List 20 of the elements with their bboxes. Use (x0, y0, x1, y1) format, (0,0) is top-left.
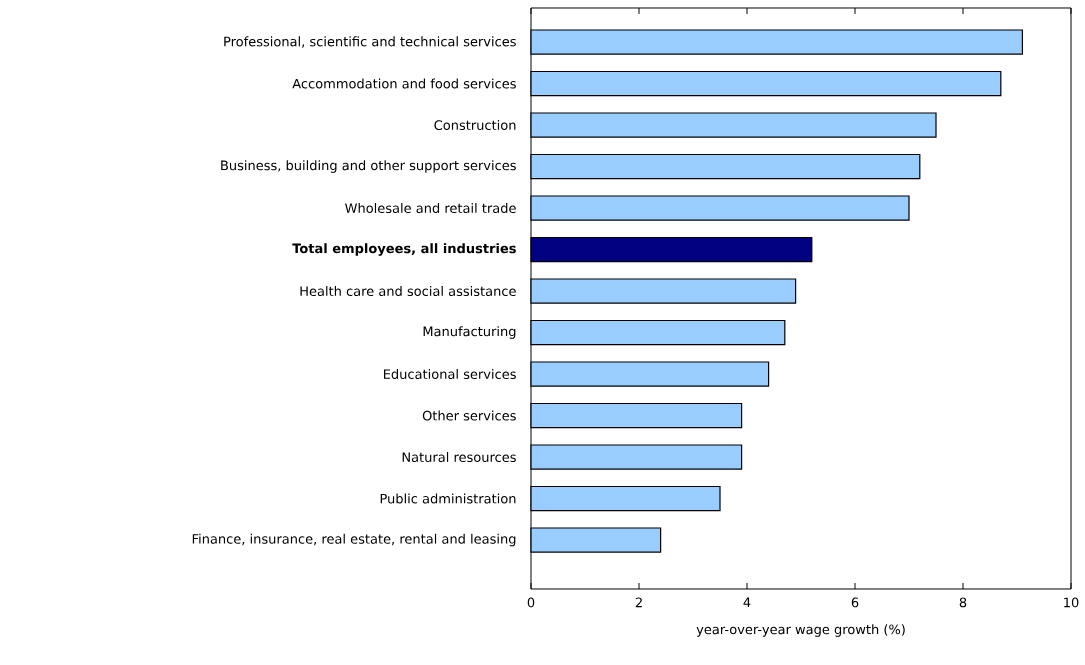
y-tick-label: Finance, insurance, real estate, rental and leasing (192, 533, 516, 547)
y-tick-label: Wholesale and retail trade (345, 202, 516, 214)
x-tick-label: 2 (635, 597, 642, 608)
y-tick-label: Educational services (383, 368, 516, 380)
y-tick-label: Professional, scientific and technical services (224, 36, 516, 48)
x-axis-title: year-over-year wage growth (%) (696, 624, 905, 637)
x-tick-label: 6 (851, 597, 859, 608)
y-tick-label: Other services (422, 410, 516, 421)
y-tick-label: Natural resources (402, 451, 516, 463)
y-tick-label: Health care and social assistance (300, 285, 516, 297)
y-tick-label: Public administration (380, 493, 516, 504)
y-tick-label: Manufacturing (423, 326, 516, 339)
y-tick-label: Business, building and other support services (221, 160, 516, 173)
x-tick-label: 0 (527, 597, 535, 608)
y-tick-label: Total employees, all industries (292, 243, 516, 256)
y-tick-label: Accommodation and food services (292, 78, 516, 89)
x-tick-label: 4 (743, 597, 751, 607)
y-tick-label: Construction (434, 119, 516, 131)
x-tick-label: 8 (959, 597, 967, 608)
x-tick-label: 10 (1064, 597, 1079, 608)
